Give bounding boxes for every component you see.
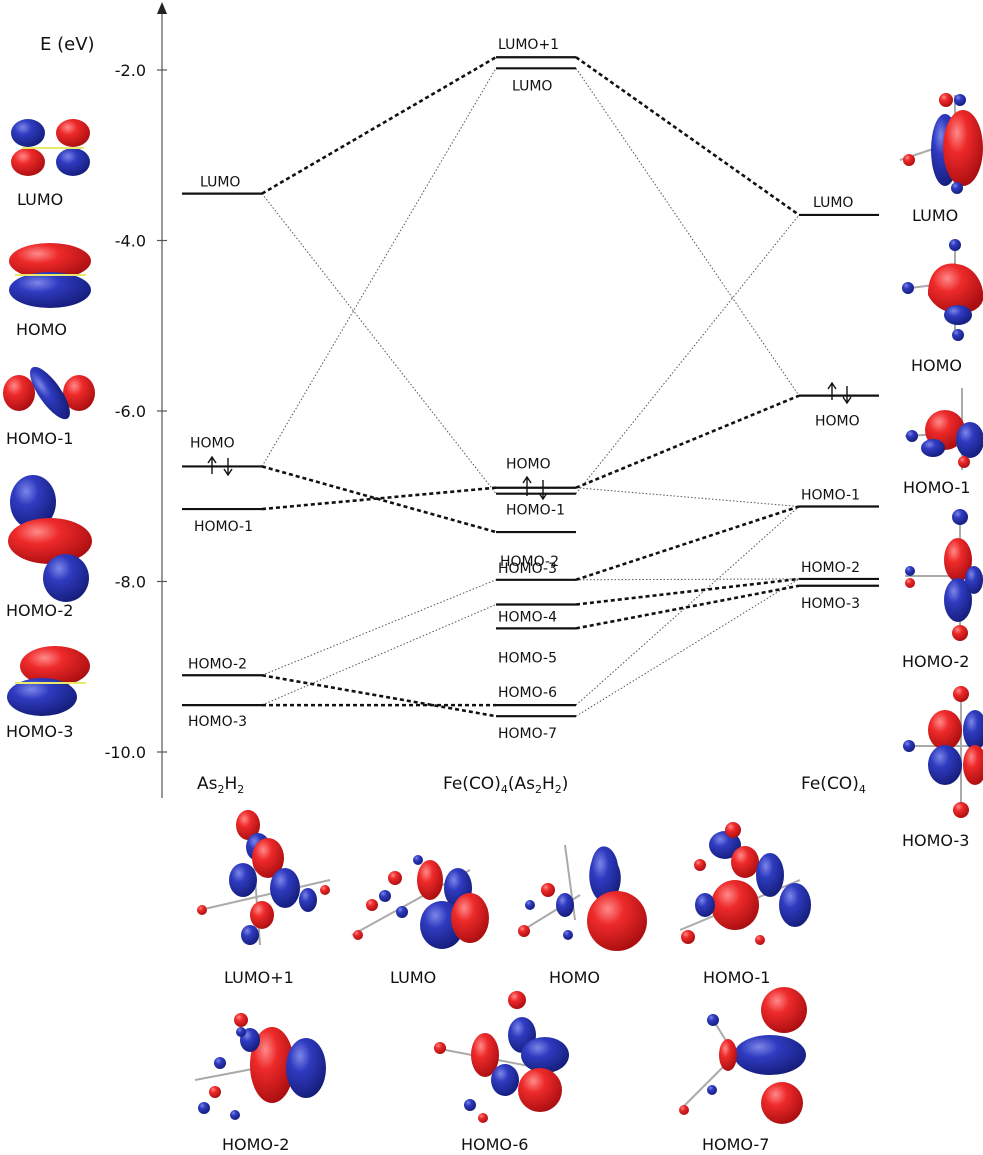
- correlation-line-minor: [575, 578, 800, 717]
- energy-level-label: HOMO-4: [498, 610, 557, 626]
- complex-homo-electrons-icon: [522, 475, 548, 501]
- energy-level-label: HOMO: [815, 414, 860, 430]
- orbital-image-as2h2-homo: HOMO: [9, 243, 91, 339]
- axis-tick-label: -4.0: [115, 232, 146, 251]
- energy-level-label: LUMO+1: [498, 37, 559, 53]
- orbital-image-feco4-homo-1: HOMO-1: [903, 388, 983, 497]
- energy-level-label: HOMO: [190, 435, 235, 451]
- energy-level-label: HOMO-2: [500, 554, 559, 570]
- species-label-complex: Fe(CO)4(As2H2): [443, 774, 568, 796]
- orbital-label: HOMO-1: [703, 968, 770, 987]
- axis-tick-label: -8.0: [115, 573, 146, 592]
- orbital-image-complex-homo-1: HOMO-1: [679, 822, 811, 987]
- species-labels: As2H2 Fe(CO)4(As2H2) Fe(CO)4: [197, 774, 866, 796]
- energy-level-label: HOMO-2: [188, 656, 247, 672]
- orbital-label: HOMO-7: [702, 1135, 769, 1154]
- orbital-image-complex-homo-7: HOMO-7: [679, 987, 807, 1154]
- axis-ticks: -2.0 -4.0 -6.0 -8.0 -10.0: [105, 61, 167, 762]
- correlation-line-minor: [575, 578, 800, 581]
- right-orbital-images: LUMO HOMO HOMO-1 HO: [899, 93, 983, 850]
- energy-level-label: HOMO-5: [498, 650, 557, 666]
- orbital-image-complex-lumo-plus-1: LUMO+1: [197, 809, 331, 987]
- correlation-line-minor: [261, 193, 497, 494]
- energy-level-label: HOMO-7: [498, 726, 557, 742]
- correlation-line-minor: [261, 604, 497, 706]
- energy-level-label: HOMO-1: [194, 519, 253, 535]
- species-label-as2h2: As2H2: [197, 774, 244, 796]
- orbital-image-as2h2-lumo: LUMO: [11, 119, 90, 209]
- orbital-label: HOMO: [16, 320, 67, 339]
- orbital-image-feco4-homo-2: HOMO-2: [902, 509, 983, 671]
- axis-title: E (eV): [40, 34, 95, 55]
- orbital-image-as2h2-homo-3: HOMO-3: [6, 646, 90, 741]
- orbital-label: HOMO-2: [902, 652, 969, 671]
- orbital-image-complex-lumo: LUMO: [351, 855, 489, 987]
- axis-tick-label: -10.0: [105, 743, 146, 762]
- orbital-label: HOMO: [549, 968, 600, 987]
- orbital-image-feco4-homo: HOMO: [902, 239, 983, 375]
- electron-arrows: [207, 381, 852, 501]
- orbital-label: HOMO-2: [222, 1135, 289, 1154]
- orbital-image-as2h2-homo-2: HOMO-2: [6, 475, 92, 620]
- correlation-line-major: [261, 56, 497, 195]
- energy-level-label: HOMO-3: [498, 561, 557, 577]
- correlation-line-major: [575, 584, 800, 630]
- energy-axis: E (eV) -2.0 -4.0 -6.0 -8.0 -10.0: [40, 2, 167, 798]
- orbital-label: LUMO: [912, 206, 958, 225]
- energy-level-label: HOMO-1: [801, 487, 860, 503]
- orbital-image-complex-homo-6: HOMO-6: [434, 991, 569, 1154]
- correlation-lines: [261, 56, 800, 718]
- orbital-label: HOMO-3: [902, 831, 969, 850]
- orbital-image-complex-homo-2: HOMO-2: [194, 1013, 326, 1154]
- feco4-homo-electrons-icon: [827, 381, 852, 405]
- correlation-line-minor: [575, 68, 800, 396]
- correlation-line-major: [261, 465, 497, 534]
- correlation-line-major: [575, 577, 800, 606]
- energy-level-label: LUMO: [512, 78, 552, 94]
- orbital-label: HOMO: [911, 356, 962, 375]
- orbital-image-feco4-homo-3: HOMO-3: [902, 686, 983, 850]
- energy-level-label: LUMO: [813, 195, 853, 211]
- orbital-image-complex-homo: HOMO: [518, 844, 647, 987]
- correlation-line-major: [261, 673, 497, 718]
- correlation-line-minor: [261, 68, 497, 467]
- left-orbital-images: LUMO HOMO HOMO-1 HOMO-2 HOMO-3: [3, 119, 95, 741]
- orbital-label: HOMO-6: [461, 1135, 528, 1154]
- correlation-line-major: [575, 394, 800, 489]
- axis-tick-label: -2.0: [115, 61, 146, 80]
- energy-level-label: HOMO-1: [506, 503, 565, 519]
- orbital-label: LUMO: [17, 190, 63, 209]
- energy-level-label: HOMO: [506, 457, 551, 473]
- correlation-line-major: [575, 56, 800, 216]
- bottom-orbital-images: LUMO+1 LUMO HOMO: [194, 809, 811, 1154]
- orbital-label: LUMO: [390, 968, 436, 987]
- correlation-line-minor: [575, 506, 800, 706]
- energy-level-label: HOMO-3: [188, 714, 247, 730]
- orbital-image-feco4-lumo: LUMO: [899, 93, 983, 225]
- energy-level-label: HOMO-2: [801, 560, 860, 576]
- correlation-line-major: [575, 505, 800, 582]
- energy-level-label: LUMO: [200, 175, 240, 191]
- correlation-line-minor: [575, 214, 800, 495]
- correlation-line-minor: [575, 487, 800, 507]
- axis-arrow-icon: [157, 2, 167, 14]
- correlation-line-minor: [261, 579, 497, 676]
- orbital-label: LUMO+1: [224, 968, 294, 987]
- orbital-image-as2h2-homo-1: HOMO-1: [3, 366, 95, 448]
- energy-level-label: HOMO-3: [801, 596, 860, 612]
- energy-levels: LUMOHOMOHOMO-1HOMO-2HOMO-3LUMO+1LUMOHOMO…: [182, 37, 879, 742]
- as2h2-homo-electrons-icon: [207, 455, 233, 477]
- species-label-feco4: Fe(CO)4: [801, 774, 866, 796]
- axis-tick-label: -6.0: [115, 402, 146, 421]
- orbital-label: HOMO-2: [6, 601, 73, 620]
- orbital-label: HOMO-1: [6, 429, 73, 448]
- orbital-label: HOMO-1: [903, 478, 970, 497]
- orbital-label: HOMO-3: [6, 722, 73, 741]
- energy-level-label: HOMO-6: [498, 685, 557, 701]
